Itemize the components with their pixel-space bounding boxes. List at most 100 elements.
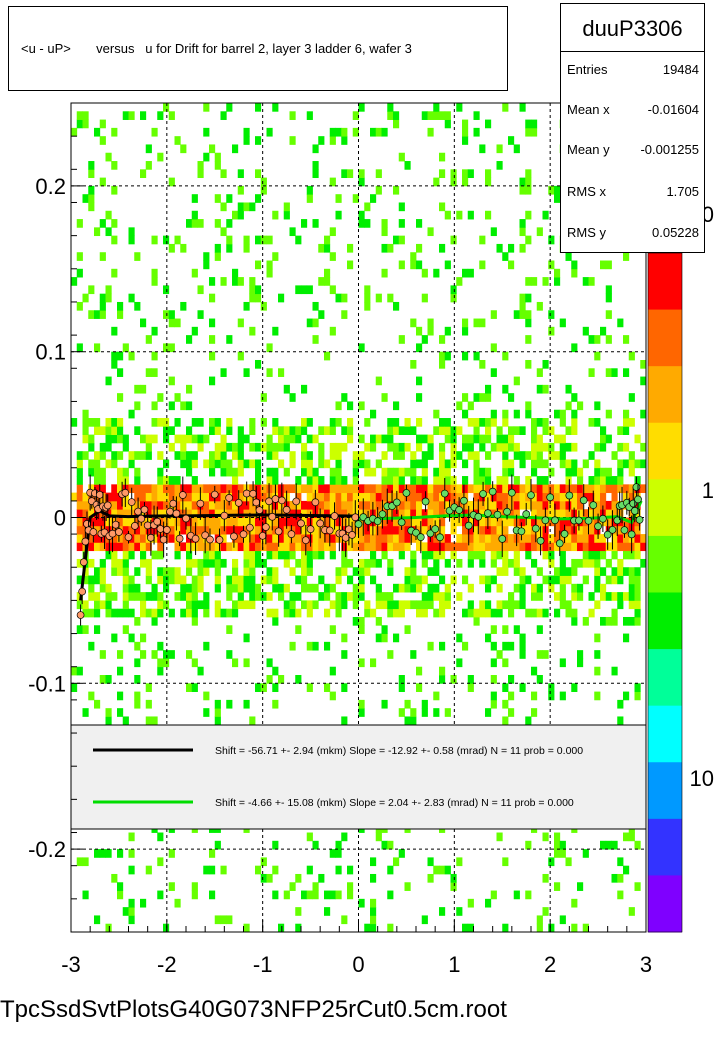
heatmap-cell: [439, 111, 446, 120]
heatmap-cell: [427, 111, 434, 120]
heatmap-cell: [82, 418, 89, 427]
heatmap-cell: [117, 517, 124, 527]
heatmap-cell: [312, 318, 319, 328]
heatmap-cell: [272, 616, 279, 626]
heatmap-cell: [237, 459, 244, 469]
heatmap-cell: [508, 675, 515, 684]
heatmap-cell: [203, 103, 210, 112]
heatmap-cell: [220, 169, 227, 179]
heatmap-cell: [352, 476, 359, 485]
heatmap-cell: [94, 608, 101, 618]
heatmap-cell: [226, 650, 233, 659]
heatmap-cell: [163, 434, 170, 444]
heatmap-cell: [122, 517, 129, 527]
heatmap-cell: [341, 509, 348, 518]
data-point: [392, 498, 401, 507]
heatmap-cell: [559, 318, 566, 328]
heatmap-cell: [467, 268, 474, 278]
heatmap-cell: [324, 235, 331, 245]
heatmap-cell: [508, 492, 515, 502]
heatmap-cell: [341, 293, 348, 303]
heatmap-cell: [151, 716, 158, 726]
heatmap-cell: [105, 592, 112, 601]
heatmap-cell: [163, 426, 170, 435]
heatmap-cell: [151, 368, 158, 377]
data-point: [436, 533, 444, 542]
heatmap-cell: [122, 625, 129, 634]
heatmap-cell: [341, 600, 348, 610]
heatmap-cell: [393, 534, 400, 543]
heatmap-cell: [485, 426, 492, 435]
heatmap-cell: [387, 923, 394, 933]
heatmap-cell: [145, 442, 152, 452]
heatmap-cell: [404, 418, 411, 427]
heatmap-cell: [128, 915, 135, 925]
heatmap-cell: [157, 592, 164, 601]
heatmap-cell: [605, 368, 612, 377]
heatmap-cell: [145, 716, 152, 726]
heatmap-cell: [203, 152, 210, 162]
heatmap-cell: [479, 467, 486, 477]
heatmap-cell: [600, 442, 607, 452]
heatmap-cell: [226, 542, 233, 552]
heatmap-cell: [168, 376, 175, 386]
heatmap-cell: [134, 542, 141, 552]
heatmap-cell: [525, 409, 532, 419]
heatmap-cell: [600, 840, 607, 850]
heatmap-cell: [197, 434, 204, 444]
heatmap-cell: [433, 583, 440, 593]
heatmap-cell: [439, 484, 446, 494]
heatmap-cell: [548, 500, 555, 510]
heatmap-cell: [324, 351, 331, 361]
heatmap-cell: [191, 492, 198, 502]
heatmap-cell: [99, 849, 106, 858]
heatmap-cell: [640, 359, 647, 369]
heatmap-cell: [134, 426, 141, 435]
heatmap-cell: [559, 583, 566, 593]
heatmap-cell: [295, 923, 302, 933]
heatmap-cell: [306, 476, 313, 485]
heatmap-cell: [536, 675, 543, 684]
heatmap-cell: [306, 492, 313, 502]
heatmap-cell: [318, 136, 325, 145]
heatmap-cell: [260, 857, 267, 867]
heatmap-cell: [594, 500, 601, 510]
heatmap-cell: [117, 567, 124, 576]
heatmap-cell: [617, 542, 624, 552]
heatmap-cell: [99, 675, 106, 684]
heatmap-cell: [473, 459, 480, 469]
heatmap-cell: [191, 210, 198, 220]
heatmap-cell: [128, 849, 135, 858]
heatmap-cell: [513, 558, 520, 568]
heatmap-cell: [324, 641, 331, 651]
heatmap-cell: [427, 600, 434, 610]
heatmap-cell: [508, 592, 515, 601]
heatmap-cell: [375, 293, 382, 303]
heatmap-cell: [467, 451, 474, 460]
heatmap-cell: [226, 426, 233, 435]
heatmap-cell: [347, 509, 354, 518]
heatmap-cell: [628, 567, 635, 576]
heatmap-cell: [260, 484, 267, 494]
heatmap-cell: [358, 616, 365, 626]
heatmap-cell: [623, 418, 630, 427]
heatmap-cell: [513, 600, 520, 610]
heatmap-cell: [145, 608, 152, 618]
heatmap-cell: [577, 534, 584, 543]
heatmap-cell: [375, 583, 382, 593]
heatmap-cell: [145, 144, 152, 154]
heatmap-cell: [128, 592, 135, 601]
heatmap-cell: [439, 550, 446, 560]
heatmap-cell: [519, 459, 526, 469]
heatmap-cell: [232, 476, 239, 485]
heatmap-cell: [398, 467, 405, 477]
heatmap-cell: [347, 418, 354, 427]
heatmap-cell: [617, 467, 624, 477]
heatmap-cell: [508, 641, 515, 651]
heatmap-cell: [168, 442, 175, 452]
heatmap-cell: [341, 550, 348, 560]
heatmap-cell: [266, 592, 273, 601]
heatmap-cell: [341, 310, 348, 319]
heatmap-cell: [312, 525, 319, 535]
heatmap-cell: [490, 890, 497, 900]
